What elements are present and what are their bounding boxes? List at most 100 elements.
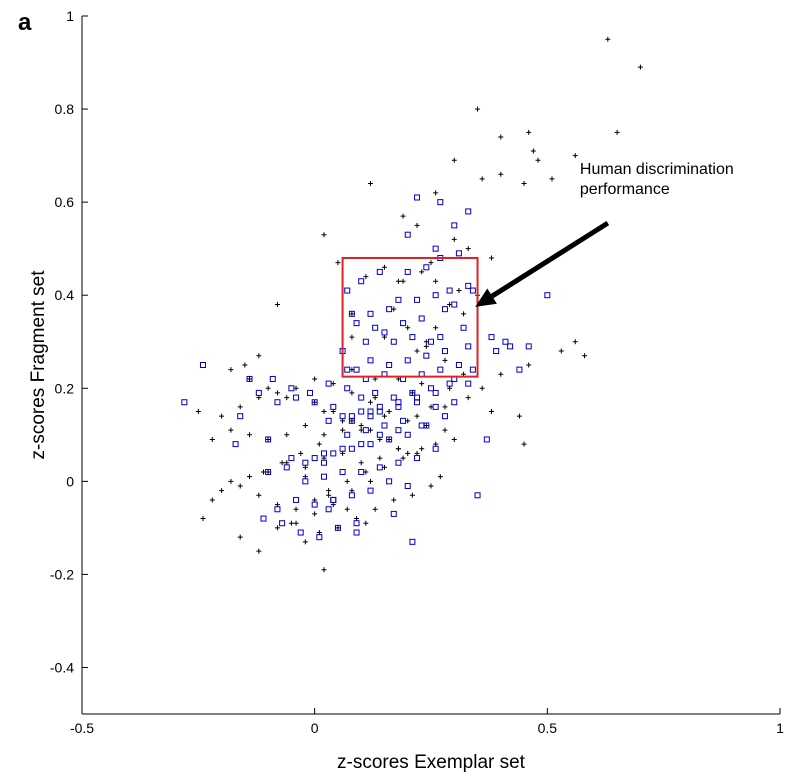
square-point bbox=[255, 389, 262, 396]
square-point bbox=[395, 399, 402, 406]
plus-point bbox=[349, 390, 355, 396]
plus-point bbox=[237, 404, 243, 410]
plus-point bbox=[274, 302, 280, 308]
plus-point bbox=[288, 520, 294, 526]
y-ticks: -0.4 -0.2 0 0.2 0.4 0.6 0.8 1 bbox=[50, 8, 88, 675]
square-point bbox=[367, 441, 374, 448]
square-point bbox=[265, 469, 272, 476]
square-point bbox=[428, 385, 434, 392]
square-point bbox=[199, 362, 206, 368]
y-tick-label: 0.4 bbox=[55, 287, 75, 303]
plus-point bbox=[386, 409, 392, 415]
plus-point bbox=[363, 274, 369, 280]
plus-point bbox=[614, 129, 620, 135]
plus-point bbox=[605, 36, 611, 42]
square-point bbox=[372, 324, 379, 331]
x-tick-label: 0.5 bbox=[538, 720, 558, 736]
square-point bbox=[344, 366, 351, 373]
plus-point bbox=[395, 446, 401, 452]
plus-point bbox=[456, 288, 462, 294]
square-point bbox=[400, 320, 407, 327]
y-tick-label: -0.4 bbox=[50, 659, 74, 675]
square-point bbox=[404, 357, 411, 364]
plus-point bbox=[419, 269, 425, 275]
plus-point bbox=[228, 478, 234, 484]
plus-point bbox=[368, 399, 374, 405]
plus-point bbox=[302, 422, 308, 428]
plus-point bbox=[349, 311, 355, 317]
square-point bbox=[451, 301, 458, 308]
y-tick-label: 0.6 bbox=[55, 194, 75, 210]
square-point bbox=[288, 455, 295, 462]
plus-point bbox=[498, 134, 504, 140]
plus-point bbox=[368, 478, 374, 484]
square-point bbox=[376, 268, 383, 275]
plus-point bbox=[284, 395, 290, 401]
square-point bbox=[302, 478, 309, 485]
plus-point bbox=[479, 385, 485, 391]
plus-point bbox=[433, 190, 439, 196]
plus-point bbox=[437, 474, 443, 480]
plus-point bbox=[312, 511, 318, 517]
square-point bbox=[339, 469, 346, 476]
square-point bbox=[367, 487, 374, 494]
plus-point bbox=[400, 213, 406, 219]
square-point bbox=[386, 306, 393, 313]
square-point bbox=[362, 338, 369, 345]
square-point bbox=[237, 413, 244, 420]
plus-point bbox=[316, 441, 322, 447]
panel-label: a bbox=[18, 9, 32, 36]
plus-point bbox=[242, 362, 248, 368]
plus-series bbox=[195, 36, 643, 573]
square-point bbox=[344, 287, 351, 294]
plus-point bbox=[293, 506, 299, 512]
square-point bbox=[502, 338, 509, 345]
plus-point bbox=[442, 357, 448, 363]
square-point bbox=[414, 296, 421, 303]
plus-point bbox=[521, 441, 527, 447]
plus-point bbox=[386, 436, 392, 442]
plus-point bbox=[209, 436, 215, 442]
square-point bbox=[437, 334, 444, 341]
square-point bbox=[367, 357, 374, 364]
square-point bbox=[390, 394, 397, 401]
plus-point bbox=[344, 478, 350, 484]
plus-point bbox=[381, 264, 387, 270]
square-point bbox=[353, 529, 360, 536]
square-point bbox=[330, 496, 337, 503]
plus-point bbox=[326, 492, 332, 498]
plus-point bbox=[321, 409, 327, 415]
square-point bbox=[316, 534, 323, 541]
square-point bbox=[348, 310, 355, 317]
square-point bbox=[386, 436, 393, 443]
plus-point bbox=[488, 255, 494, 261]
square-point bbox=[390, 338, 397, 345]
square-point bbox=[395, 459, 402, 466]
plus-point bbox=[423, 343, 429, 349]
square-point bbox=[432, 292, 439, 299]
plus-point bbox=[637, 64, 643, 70]
y-tick-label: 0.8 bbox=[55, 101, 75, 117]
square-point bbox=[390, 510, 397, 517]
plus-point bbox=[247, 432, 253, 438]
x-tick-label: 0 bbox=[311, 720, 319, 736]
y-axis-label: z-scores Fragment set bbox=[28, 270, 49, 460]
square-point bbox=[465, 282, 472, 289]
square-point bbox=[386, 362, 393, 368]
plus-point bbox=[526, 129, 532, 135]
plus-point bbox=[409, 492, 415, 498]
plus-point bbox=[428, 483, 434, 489]
plus-point bbox=[256, 548, 262, 554]
square-point bbox=[311, 501, 318, 508]
plus-point bbox=[414, 413, 420, 419]
plus-point bbox=[498, 171, 504, 177]
square-point bbox=[423, 352, 430, 359]
plus-point bbox=[400, 278, 406, 284]
plus-point bbox=[433, 278, 439, 284]
plus-point bbox=[409, 390, 415, 396]
square-point bbox=[325, 380, 332, 387]
square-point bbox=[302, 459, 309, 466]
axes bbox=[81, 16, 780, 715]
square-point bbox=[311, 399, 318, 406]
square-point bbox=[409, 334, 416, 341]
